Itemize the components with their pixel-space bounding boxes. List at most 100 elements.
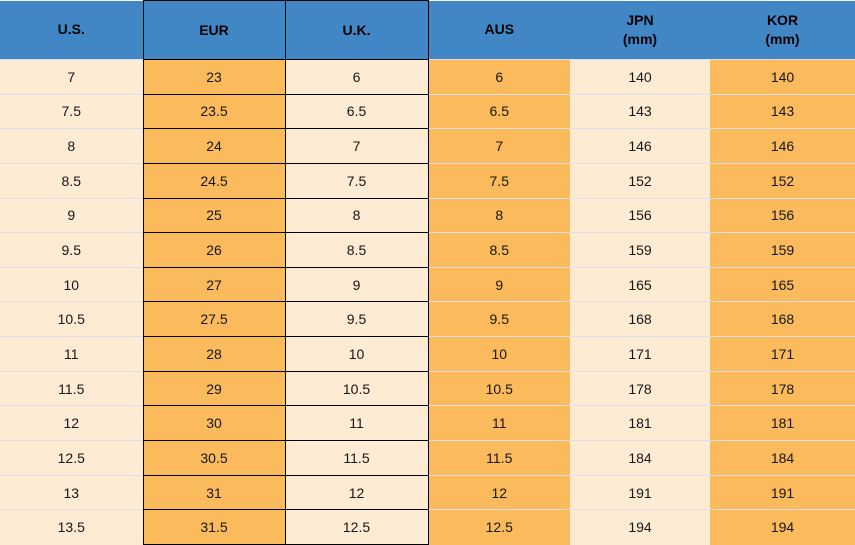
table-cell: 31 [142, 474, 286, 511]
table-cell: 152 [570, 162, 710, 199]
table-cell: 171 [710, 336, 855, 372]
table-cell: 168 [710, 301, 855, 337]
table-cell: 7.5 [428, 162, 570, 199]
table-cell: 184 [570, 440, 710, 476]
table-cell: 7.5 [284, 162, 429, 199]
table-cell: 8 [428, 197, 570, 233]
column-header-label: EUR [199, 21, 229, 38]
table-cell: 10 [284, 336, 429, 372]
table-cell: 13.5 [0, 509, 143, 545]
table-row: 12.5 30.5 11.5 11.5 184 184 [0, 440, 855, 476]
table-cell: 165 [710, 266, 855, 302]
table-cell: 178 [710, 370, 855, 406]
table-cell: 11.5 [428, 440, 570, 476]
table-body: 7 23 6 6 140 140 7.5 23.5 6.5 6.5 143 143 8 24 7 7 146 14… [0, 59, 855, 545]
table-cell: 191 [710, 474, 855, 510]
table-row: 12 30 11 11 181 181 [0, 405, 855, 442]
table-cell: 30.5 [142, 440, 286, 476]
table-cell: 191 [570, 474, 710, 510]
table-cell: 168 [570, 301, 710, 337]
table-cell: 11.5 [284, 440, 429, 476]
table-cell: 12.5 [0, 440, 143, 476]
table-cell: 12.5 [428, 509, 570, 545]
table-cell: 24 [142, 128, 286, 164]
table-cell: 11 [0, 336, 143, 372]
table-cell: 31.5 [142, 509, 286, 545]
table-cell: 165 [570, 266, 710, 302]
table-cell: 171 [570, 336, 710, 372]
table-cell: 140 [570, 59, 710, 95]
table-cell: 159 [570, 232, 710, 268]
table-row: 11 28 10 10 171 171 [0, 336, 855, 372]
table-cell: 7.5 [0, 93, 143, 129]
table-cell: 9 [284, 266, 429, 303]
table-cell: 9 [0, 197, 143, 233]
table-cell: 8.5 [428, 232, 570, 268]
table-cell: 10 [0, 266, 143, 302]
table-cell: 152 [710, 162, 855, 199]
table-row: 10 27 9 9 165 165 [0, 266, 855, 303]
table-cell: 13 [0, 474, 143, 510]
table-cell: 28 [142, 336, 286, 372]
table-cell: 181 [710, 405, 855, 441]
table-cell: 9 [428, 266, 570, 302]
table-cell: 184 [710, 440, 855, 476]
table-cell: 156 [570, 197, 710, 233]
table-row: 8 24 7 7 146 146 [0, 128, 855, 164]
table-cell: 159 [710, 232, 855, 268]
table-cell: 23.5 [142, 93, 286, 130]
table-cell: 10 [428, 336, 570, 372]
table-cell: 25 [142, 197, 286, 234]
table-cell: 10.5 [428, 370, 570, 406]
column-header-aus: AUS [428, 0, 570, 60]
column-header-kor: KOR (mm) [710, 0, 855, 60]
table-cell: 8.5 [284, 232, 429, 268]
table-cell: 181 [570, 405, 710, 441]
table-cell: 11 [428, 405, 570, 441]
table-row: 13 31 12 12 191 191 [0, 474, 855, 511]
column-header-uk: U.K. [284, 0, 429, 60]
header-row: U.S. EUR U.K. AUS JPN (mm) KOR (mm) [0, 0, 855, 60]
table-cell: 7 [0, 59, 143, 95]
column-header-us: U.S. [0, 0, 143, 60]
table-cell: 10.5 [0, 301, 143, 337]
table-cell: 11 [284, 405, 429, 442]
table-cell: 6.5 [284, 93, 429, 130]
table-cell: 23 [142, 59, 286, 95]
column-header-label: AUS [484, 21, 515, 38]
table-cell: 27 [142, 266, 286, 303]
column-header-eur: EUR [142, 0, 286, 60]
table-cell: 29 [142, 370, 286, 407]
column-header-label: U.S. [57, 21, 85, 38]
table-row: 9.5 26 8.5 8.5 159 159 [0, 232, 855, 268]
table-cell: 8 [284, 197, 429, 234]
table-cell: 12 [284, 474, 429, 511]
column-header-label: JPN [626, 11, 654, 28]
table-cell: 143 [570, 93, 710, 129]
table-cell: 26 [142, 232, 286, 268]
table-cell: 30 [142, 405, 286, 442]
table-cell: 143 [710, 93, 855, 129]
table-row: 8.5 24.5 7.5 7.5 152 152 [0, 162, 855, 199]
table-row: 13.5 31.5 12.5 12.5 194 194 [0, 509, 855, 545]
column-header-sublabel: (mm) [765, 30, 800, 47]
table-cell: 194 [570, 509, 710, 545]
table-row: 7 23 6 6 140 140 [0, 59, 855, 95]
table-cell: 156 [710, 197, 855, 233]
table-cell: 6 [428, 59, 570, 95]
table-cell: 11.5 [0, 370, 143, 406]
table-cell: 10.5 [284, 370, 429, 407]
table-row: 9 25 8 8 156 156 [0, 197, 855, 234]
column-header-sublabel: (mm) [622, 30, 658, 47]
table-cell: 27.5 [142, 301, 286, 338]
table-cell: 146 [570, 128, 710, 164]
table-cell: 9.5 [428, 301, 570, 337]
table-row: 7.5 23.5 6.5 6.5 143 143 [0, 93, 855, 130]
table-cell: 12 [0, 405, 143, 441]
table-cell: 146 [710, 128, 855, 164]
table-cell: 9.5 [0, 232, 143, 268]
column-header-jpn: JPN (mm) [570, 0, 710, 60]
table-cell: 194 [710, 509, 855, 545]
table-cell: 178 [570, 370, 710, 406]
table-cell: 12.5 [284, 509, 429, 545]
